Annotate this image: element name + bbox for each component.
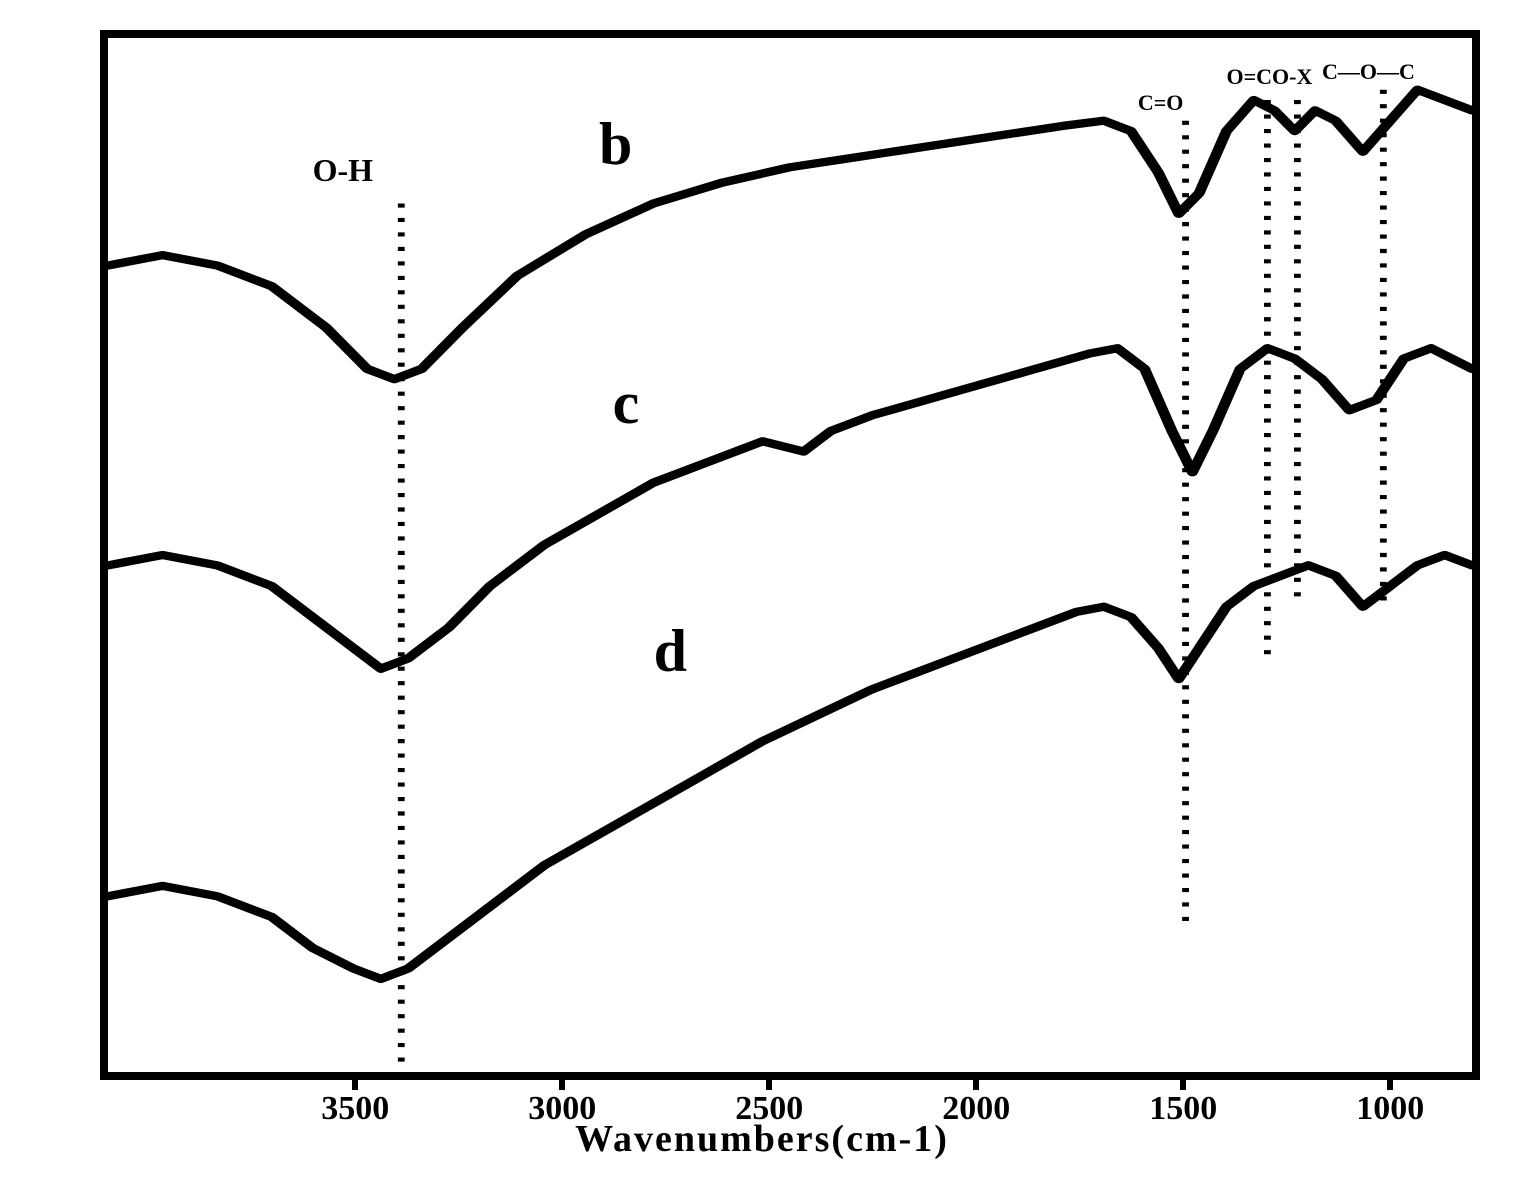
curve-label-d: d [654,617,687,686]
plot-area: b c d O-H C=O O=CO-X C—O—C [100,30,1480,1080]
peak-label-coc: C—O—C [1322,59,1415,85]
peak-label-oh: O-H [313,152,373,189]
x-tick-mark-3000 [559,1072,565,1090]
chart-container: b c d O-H C=O O=CO-X C—O—C [100,30,1480,1080]
x-tick-mark-1000 [1387,1072,1393,1090]
peak-label-co: C=O [1138,90,1184,116]
curve-label-b: b [599,110,632,179]
x-tick-mark-1500 [1180,1072,1186,1090]
x-tick-3500: 3500 [321,1090,389,1128]
peak-label-ocox: O=CO-X [1226,64,1312,90]
x-tick-mark-2500 [766,1072,772,1090]
x-tick-1500: 1500 [1149,1090,1217,1128]
curve-label-c: c [613,369,640,438]
spectrum-svg [108,38,1472,1072]
x-tick-1000: 1000 [1356,1090,1424,1128]
x-tick-mark-3500 [352,1072,358,1090]
x-tick-2000: 2000 [942,1090,1010,1128]
x-tick-mark-2000 [973,1072,979,1090]
x-axis-label: Wavenumbers(cm-1) [575,1117,949,1161]
